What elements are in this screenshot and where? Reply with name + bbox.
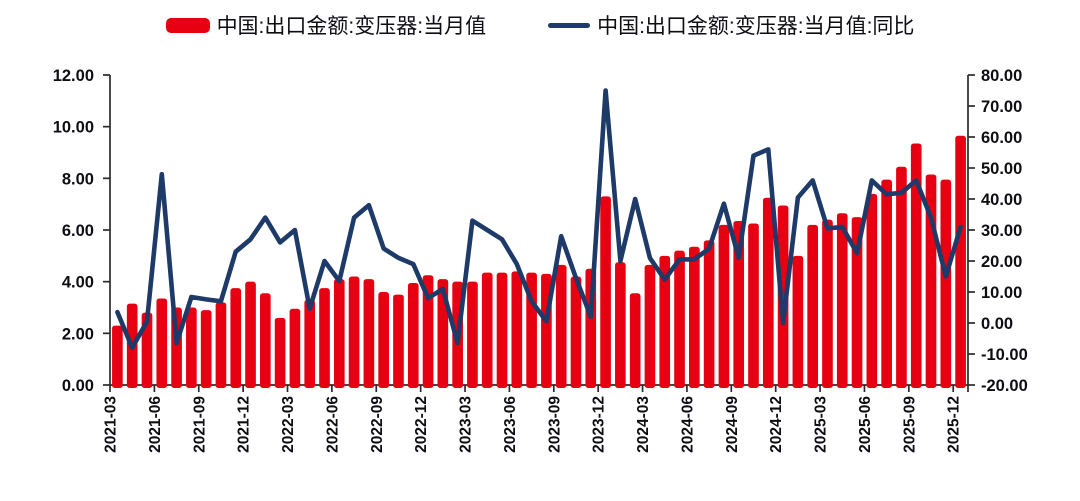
x-axis-tick-label: 2024-06 [679,396,696,453]
x-axis-tick-label: 2025-06 [857,396,874,453]
bar-2024-11 [762,197,774,388]
left-axis-tick-label: 2.00 [62,325,94,343]
x-axis-tick-label: 2024-09 [724,396,741,453]
left-axis-tick-label: 8.00 [62,170,94,188]
line-series-label: 中国:出口金额:变压器:当月值:同比 [597,15,915,38]
x-axis-tick-label: 2021-03 [103,396,120,453]
bar-2022-09 [378,292,389,388]
bar-2025-11 [940,179,952,388]
left-axis-tick-label: 6.00 [62,222,94,240]
bar-2024-01 [615,262,626,388]
right-axis-tick-label: -20.00 [981,377,1028,395]
bar-2022-10 [393,294,404,388]
bar-2024-06 [689,246,700,388]
x-axis-tick-label: 2021-06 [147,396,164,453]
bar-2021-09 [200,310,212,388]
x-axis-tick-label: 2023-09 [546,396,563,453]
bar-2022-04 [304,299,316,388]
yoy-line-series [115,88,963,351]
bar-2024-05 [674,250,685,388]
x-axis-tick-label: 2022-06 [324,396,341,453]
bar-2023-09 [555,264,567,388]
bar-2025-08 [896,166,907,388]
right-axis-tick-label: -10.00 [981,346,1028,364]
left-axis-tick-label: 0.00 [62,377,94,395]
bar-2021-08 [186,307,197,388]
bar-2024-03 [644,264,656,388]
right-axis-tick-label: 50.00 [981,160,1022,178]
bar-2021-03 [112,325,123,388]
bar-2021-05 [141,312,153,388]
left-axis-tick-label: 4.00 [62,274,94,292]
bar-2023-06 [511,271,523,388]
bar-2024-09 [733,220,745,388]
x-axis-tick-label: 2022-03 [280,396,297,453]
bar-2024-02 [629,293,641,388]
bar-2023-10 [570,276,582,388]
bar-2025-03 [822,219,833,388]
bar-2022-03 [289,308,301,388]
right-axis-tick-label: 10.00 [981,284,1022,302]
x-axis-tick-label: 2021-09 [191,396,208,453]
left-axis-tick-label: 10.00 [53,119,94,137]
chart-legend: 中国:出口金额:变压器:当月值 中国:出口金额:变压器:当月值:同比 [0,10,1080,40]
bar-2021-11 [230,288,242,388]
bar-2022-06 [333,279,345,388]
bar-2022-08 [363,279,375,388]
bar-2021-12 [245,281,256,388]
bar-2022-07 [348,276,360,388]
bar-series-swatch-icon [165,17,210,33]
bar-2025-06 [866,193,878,388]
x-axis-tick-label: 2023-03 [458,396,475,453]
bar-2024-04 [659,255,671,388]
bar-2021-10 [215,302,227,388]
x-axis-tick-label: 2023-06 [502,396,519,453]
bar-2022-12 [422,275,434,388]
right-axis-tick-label: 0.00 [981,315,1013,333]
left-axis-tick-label: 12.00 [53,67,94,85]
bar-2022-11 [407,282,419,388]
bar-2024-08 [718,224,730,388]
bar-2025-09 [910,143,922,388]
bar-2023-04 [481,272,493,388]
bar-2023-05 [496,272,508,388]
bar-2025-05 [851,217,863,388]
right-axis-tick-label: 60.00 [981,129,1022,147]
x-axis-tick-label: 2024-03 [635,396,652,453]
bar-2022-05 [319,288,330,388]
right-axis-tick-label: 30.00 [981,222,1022,240]
bar-2024-10 [748,223,759,388]
bar-2021-06 [156,298,168,388]
bar-2022-02 [274,317,286,388]
bar-2023-03 [467,281,478,388]
bar-2025-02 [807,224,818,388]
line-series-swatch-icon [548,22,591,28]
right-axis-tick-label: 70.00 [981,98,1022,116]
bar-2025-07 [881,179,892,388]
bar-2023-12 [600,196,611,388]
bar-2024-07 [703,240,715,388]
bar-2022-01 [260,293,271,388]
bar-2025-04 [836,213,848,388]
bar-2025-12 [955,135,966,388]
x-axis-tick-label: 2025-03 [813,396,830,453]
bar-2025-01 [792,255,804,388]
x-axis-tick-label: 2022-09 [369,396,386,453]
legend-item-line-series: 中国:出口金额:变压器:当月值:同比 [548,10,914,40]
bar-series-label: 中国:出口金额:变压器:当月值 [216,15,487,38]
legend-item-bar-series: 中国:出口金额:变压器:当月值 [165,10,487,40]
x-axis-tick-label: 2025-09 [901,396,918,453]
right-axis-tick-label: 40.00 [981,191,1022,209]
right-axis-tick-label: 20.00 [981,253,1022,271]
right-axis-tick-label: 80.00 [981,67,1022,85]
x-axis-tick-label: 2023-12 [591,396,608,453]
x-axis-tick-label: 2022-12 [413,396,430,453]
x-axis-tick-label: 2024-12 [768,396,785,453]
x-axis-tick-label: 2025-12 [946,396,963,453]
x-axis-tick-label: 2021-12 [236,396,253,453]
